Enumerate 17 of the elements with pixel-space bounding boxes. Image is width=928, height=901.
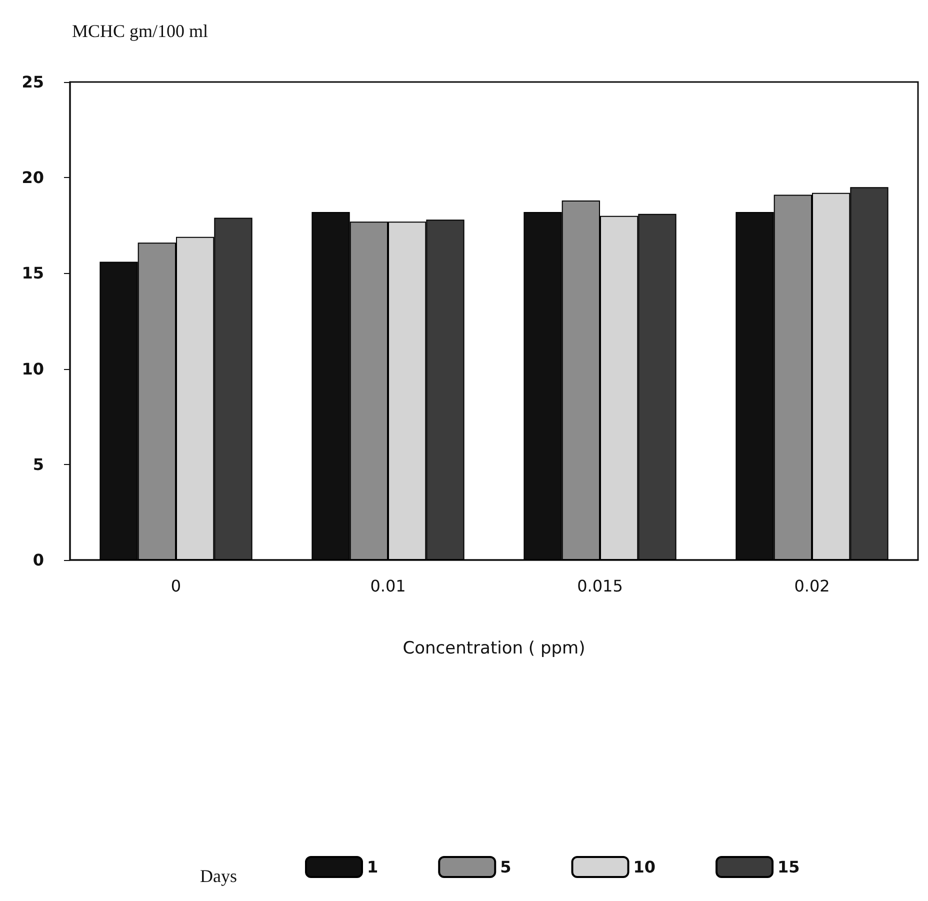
y-tick-label: 15 [22,264,44,283]
y-tick-label: 10 [22,359,44,378]
x-tick-label: 0 [170,576,182,596]
legend-label: 1 [367,858,378,876]
y-tick-label: 20 [22,168,44,188]
x-tick-label: 0.015 [577,576,623,596]
y-axis-title: MCHC gm/100 ml [72,21,208,41]
legend-title: Days [200,866,237,886]
x-tick-label: 0.01 [370,576,406,596]
legend-label: 10 [633,858,656,876]
x-tick-label: 0.02 [794,576,830,596]
y-tick-label: 5 [32,454,44,474]
legend-label: 5 [500,858,512,876]
legend-label: 15 [778,858,800,876]
x-axis-title: Concentration ( ppm) [402,638,586,658]
y-tick-label: 0 [32,550,44,570]
y-tick-label: 25 [22,72,44,92]
